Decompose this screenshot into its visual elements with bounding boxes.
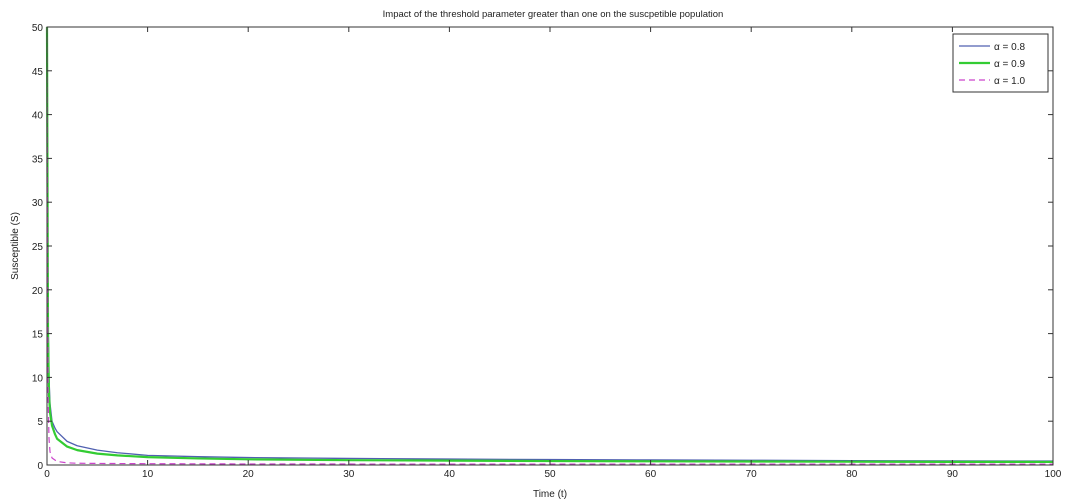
series-line-2 [45, 26, 1054, 464]
x-tick-label: 40 [444, 469, 456, 480]
chart-title: Impact of the threshold parameter greate… [383, 9, 724, 20]
series-layer [45, 26, 1054, 465]
x-tick-label: 30 [343, 469, 355, 480]
y-axis-label: Susceptible (S) [10, 212, 21, 280]
legend-items: α = 0.8 α = 0.9 α = 1.0 [959, 42, 1026, 87]
x-tick-label: 100 [1045, 469, 1062, 480]
y-tick-label: 20 [32, 286, 44, 297]
legend-label-1: α = 0.8 [994, 42, 1026, 53]
y-tick-label: 0 [37, 461, 43, 472]
y-tick-label: 50 [32, 23, 44, 34]
legend-label-2: α = 0.9 [994, 59, 1026, 70]
x-tick-label: 60 [645, 469, 657, 480]
x-tick-label: 50 [544, 469, 556, 480]
legend: α = 0.8 α = 0.9 α = 1.0 [952, 33, 1049, 93]
plot-area [47, 27, 1053, 465]
x-tick-label: 10 [142, 469, 154, 480]
x-tick-label: 20 [243, 469, 255, 480]
y-tick-label: 5 [37, 417, 43, 428]
series-line-3 [46, 26, 1053, 465]
y-tick-label: 15 [32, 330, 44, 341]
x-tick-label: 80 [846, 469, 858, 480]
y-tick-label: 40 [32, 111, 44, 122]
x-tick-label: 0 [44, 469, 50, 480]
y-tick-label: 35 [32, 154, 44, 165]
y-tick-label: 30 [32, 198, 44, 209]
y-tick-label: 45 [32, 67, 44, 78]
x-axis-label: Time (t) [533, 489, 567, 500]
y-tick-label: 25 [32, 242, 44, 253]
legend-label-3: α = 1.0 [994, 76, 1026, 87]
x-tick-label: 90 [947, 469, 959, 480]
tick-layer: 0 10 20 30 40 50 60 70 80 90 100 0 5 10 15 20 25 30 35 40 45… [32, 23, 1062, 480]
x-tick-label: 70 [746, 469, 758, 480]
y-tick-label: 10 [32, 373, 44, 384]
